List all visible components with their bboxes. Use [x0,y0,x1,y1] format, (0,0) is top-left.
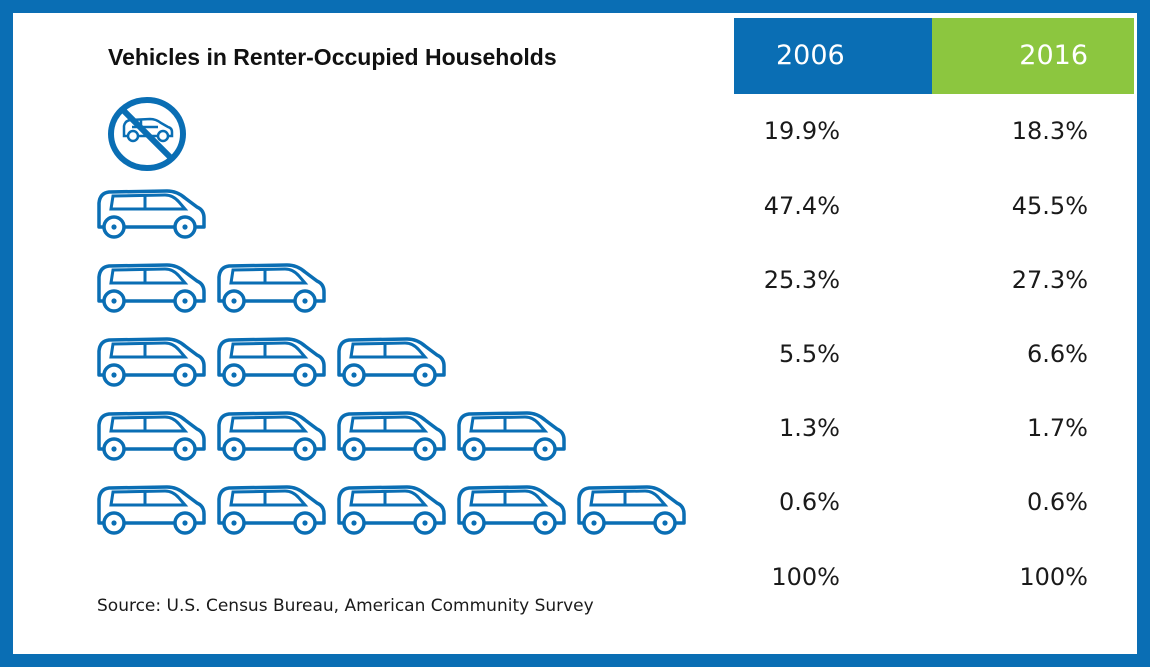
car-icon [335,333,447,387]
value-5-vehicles-2016: 0.6% [1027,488,1088,516]
chart-title: Vehicles in Renter-Occupied Households [108,44,557,70]
source-note: Source: U.S. Census Bureau, American Com… [97,596,594,616]
value-4-vehicles-2016: 1.7% [1027,414,1088,442]
value-5-vehicles-2006: 0.6% [779,488,840,516]
car-icon [575,481,687,535]
car-icon [215,259,327,313]
column-header-2006: 2006 [734,18,934,94]
car-icon [95,259,207,313]
car-icon [95,481,207,535]
car-icon [215,407,327,461]
car-icon [335,407,447,461]
car-icon [215,481,327,535]
value-1-vehicle-2006: 47.4% [763,192,840,220]
car-icon [95,407,207,461]
car-icon [95,185,207,239]
value-4-vehicles-2006: 1.3% [779,414,840,442]
value-3-vehicles-2016: 6.6% [1027,340,1088,368]
value-3-vehicles-2006: 5.5% [779,340,840,368]
value-1-vehicle-2016: 45.5% [1011,192,1088,220]
column-header-2016: 2016 [932,18,1134,94]
car-icon [95,333,207,387]
total-2006: 100% [771,563,840,591]
value-0-vehicles-2006: 19.9% [763,117,840,145]
value-0-vehicles-2016: 18.3% [1011,117,1088,145]
car-icon [455,407,567,461]
car-icon [215,333,327,387]
value-2-vehicles-2006: 25.3% [763,266,840,294]
total-2016: 100% [1019,563,1088,591]
car-icon [455,481,567,535]
car-icon [335,481,447,535]
no-car-icon [108,97,186,171]
value-2-vehicles-2016: 27.3% [1011,266,1088,294]
